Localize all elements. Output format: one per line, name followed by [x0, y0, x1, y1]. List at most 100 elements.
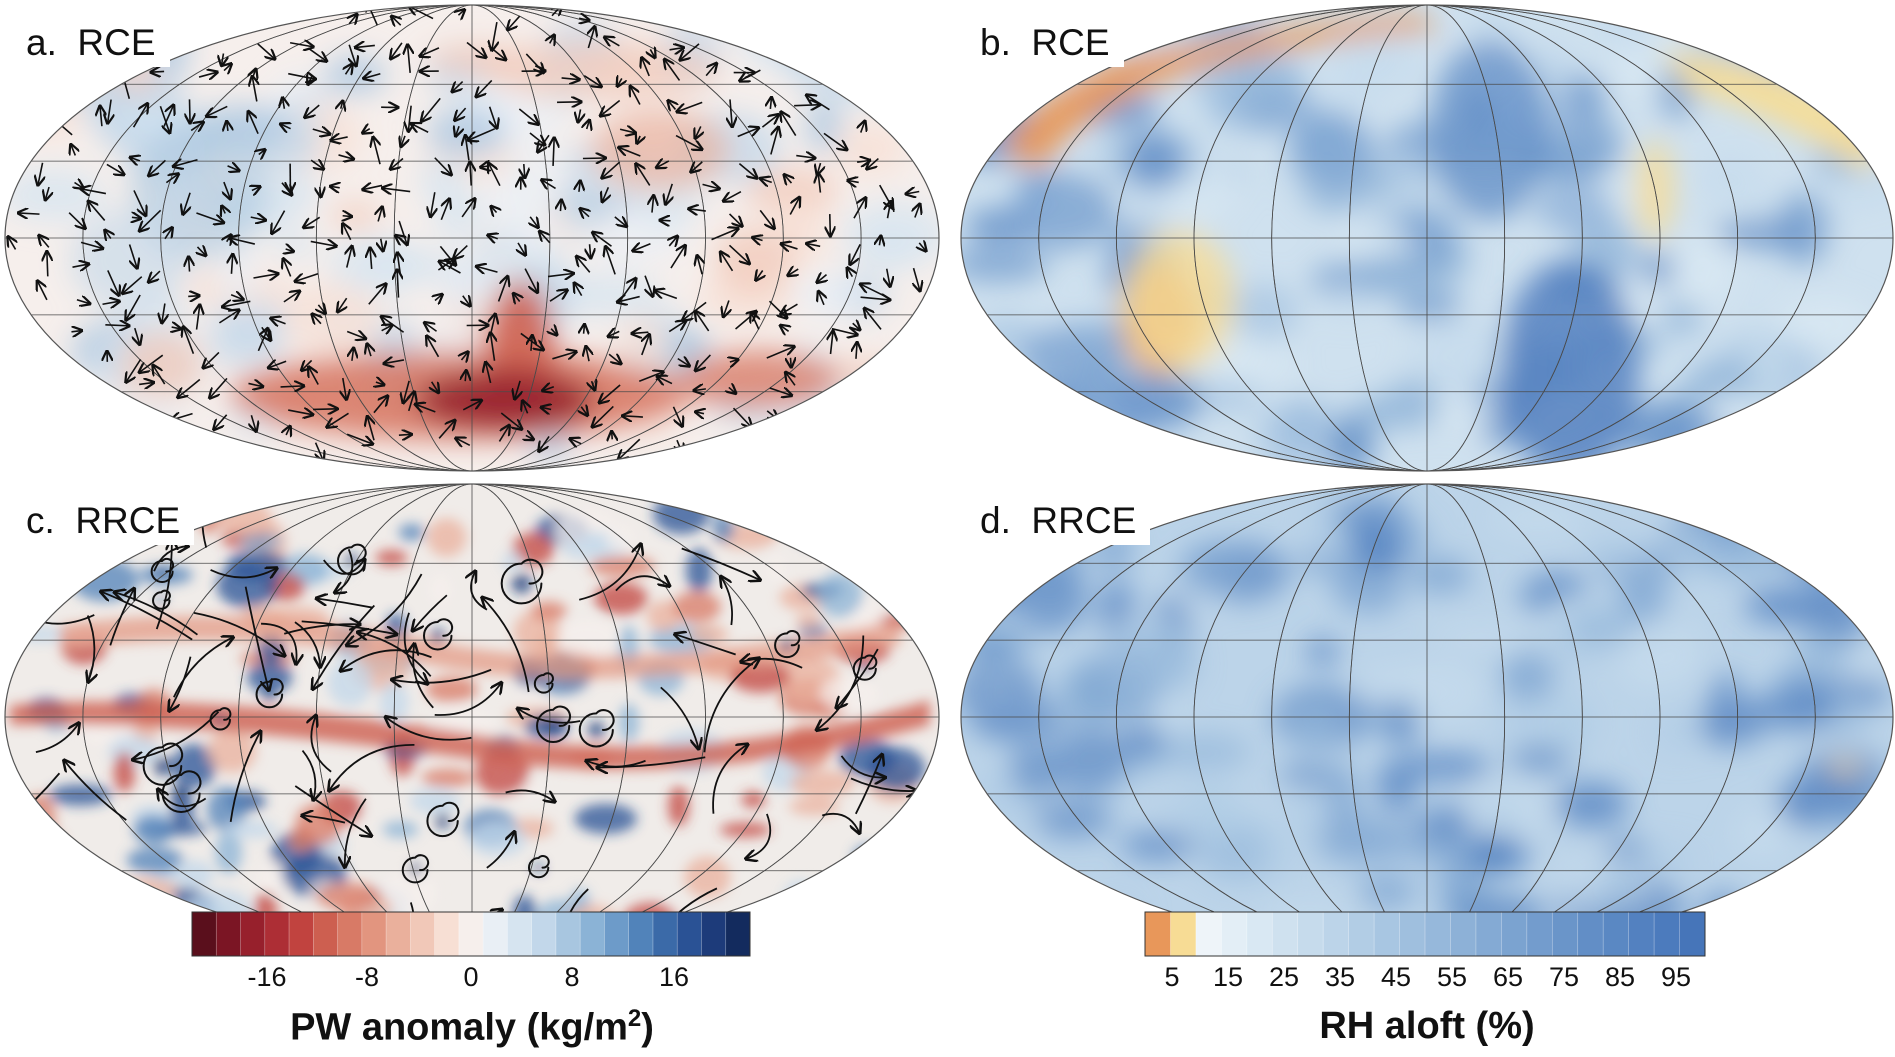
wind-vector	[657, 376, 673, 383]
field-patch	[126, 846, 184, 874]
wind-vector	[860, 284, 885, 297]
streamline	[229, 731, 261, 822]
wind-vector	[888, 201, 891, 219]
vortex-spiral	[536, 705, 571, 743]
pw-colorbar-swatch	[628, 912, 654, 956]
field-patch	[1332, 563, 1405, 614]
wind-vector	[420, 47, 440, 56]
field-patch	[1086, 898, 1143, 931]
wind-vector	[688, 209, 706, 211]
wind-vector	[250, 217, 266, 220]
wind-vector	[608, 354, 621, 364]
wind-vector	[151, 71, 165, 72]
field-patch	[375, 550, 408, 566]
rh-colorbar-swatch	[1679, 912, 1706, 956]
wind-vector	[163, 105, 174, 127]
field-patch	[1700, 155, 1761, 204]
streamline	[114, 592, 198, 636]
wind-vector	[349, 14, 357, 24]
streamline	[301, 750, 316, 801]
streamline	[109, 588, 134, 646]
pw-colorbar-swatch	[410, 912, 436, 956]
field-patch	[1757, 40, 1832, 71]
wind-vector	[257, 43, 275, 59]
wind-vector	[664, 59, 681, 81]
panel-label-a: a. RCE	[18, 20, 170, 67]
rh-colorbar-swatch	[1348, 912, 1375, 956]
streamline	[302, 815, 346, 824]
wind-vector	[695, 126, 701, 138]
wind-vector	[488, 45, 506, 60]
wind-vector	[132, 217, 141, 218]
wind-vector	[656, 161, 670, 168]
field-patch	[531, 601, 568, 621]
wind-vector	[435, 294, 442, 300]
field-patch	[169, 794, 195, 826]
wind-vector	[286, 426, 290, 435]
field-patch	[70, 210, 190, 310]
field-patch	[1438, 395, 1501, 429]
wind-vector	[850, 243, 861, 264]
wind-vector	[162, 303, 165, 323]
streamline	[850, 777, 917, 791]
wind-vector	[80, 242, 103, 248]
wind-vector	[587, 120, 590, 129]
wind-vector	[650, 49, 655, 57]
wind-vector	[382, 188, 411, 192]
pw-tick-label: 16	[658, 962, 690, 992]
field-patch	[1638, 253, 1679, 286]
field-patch	[476, 181, 560, 223]
wind-vector	[780, 325, 788, 331]
streamline	[385, 717, 472, 741]
wind-vector	[349, 44, 356, 66]
wind-vector	[133, 190, 146, 215]
vortex-spiral	[142, 742, 184, 786]
wind-vector	[438, 420, 455, 439]
field-patch	[1034, 800, 1113, 838]
field-patch	[797, 531, 848, 546]
wind-vector	[580, 208, 589, 216]
streamline	[836, 648, 879, 708]
wind-vector	[432, 382, 439, 393]
rh-colorbar-swatch	[1246, 912, 1273, 956]
rh-aloft-field-d	[961, 484, 1893, 950]
wind-vector	[915, 204, 920, 218]
field-patch	[70, 558, 139, 602]
wind-vector	[823, 132, 847, 150]
wind-vector	[105, 325, 129, 326]
field-patch	[323, 55, 388, 96]
field-patch	[25, 827, 64, 864]
field-patch	[330, 203, 382, 229]
field-patch	[1279, 763, 1334, 787]
wind-vector	[253, 274, 278, 278]
field-patch	[315, 882, 382, 911]
field-patch	[12, 83, 84, 138]
field-patch	[426, 107, 507, 158]
field-patch	[1395, 211, 1442, 241]
wind-vector	[378, 207, 382, 222]
field-patch	[433, 187, 482, 242]
field-patch	[1829, 762, 1861, 774]
pw-colorbar-swatch	[216, 912, 242, 956]
wind-vector	[248, 111, 259, 135]
wind-vector	[542, 387, 555, 391]
vortex-spiral	[401, 854, 430, 884]
field-patch	[8, 860, 57, 908]
rh-colorbar-swatch	[1170, 912, 1197, 956]
field-patch	[117, 878, 179, 902]
field-patch	[961, 903, 1047, 935]
field-patch	[171, 784, 191, 803]
field-patch	[1000, 15, 1440, 170]
pw-colorbar-swatch	[483, 912, 508, 956]
vortex-spiral	[161, 770, 202, 813]
wind-vector	[549, 290, 567, 302]
field-patch	[206, 786, 247, 832]
field-patch	[776, 5, 816, 69]
rh-aloft-field-b	[961, 5, 1893, 471]
wind-vector	[268, 361, 287, 368]
rh-colorbar-swatch	[1628, 912, 1655, 956]
field-patch	[781, 880, 821, 926]
wind-vector	[677, 101, 703, 112]
wind-vector	[173, 160, 198, 167]
wind-vector	[491, 206, 497, 212]
